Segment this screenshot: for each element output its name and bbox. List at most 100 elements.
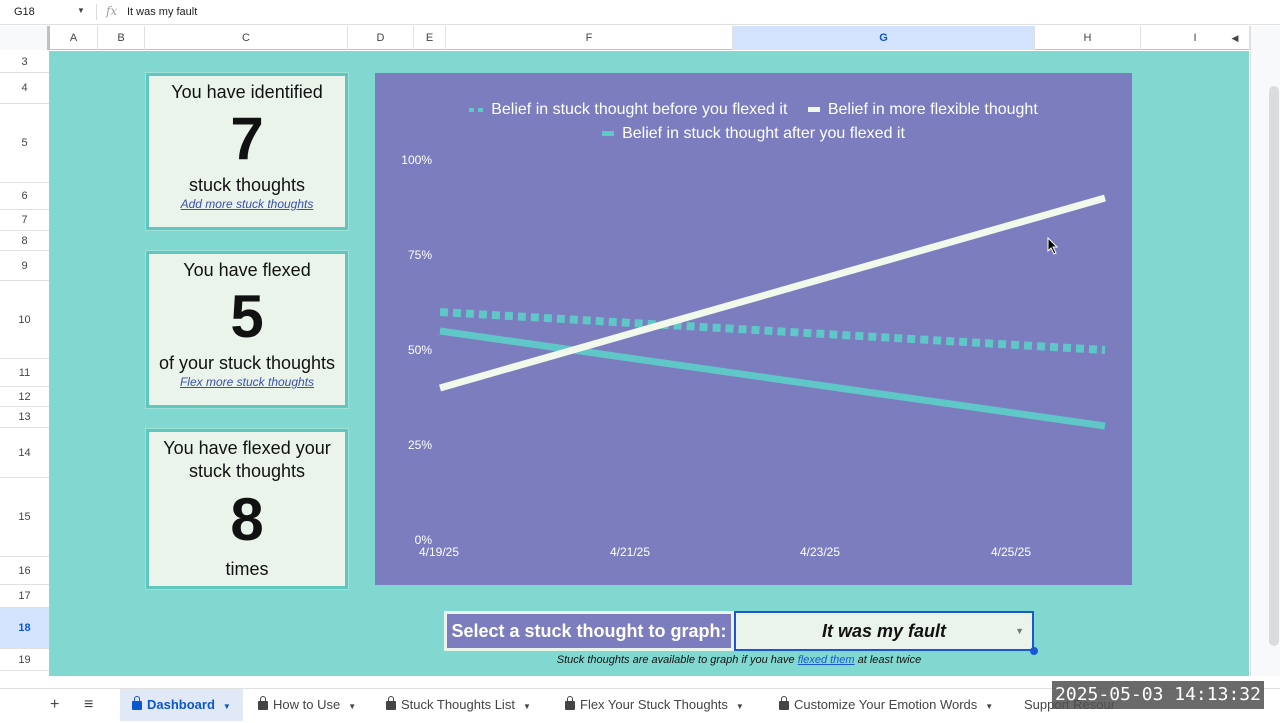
- row-header-11[interactable]: 11: [0, 359, 49, 387]
- column-header-b[interactable]: B: [98, 26, 145, 50]
- divider: [96, 4, 97, 20]
- series-line-1[interactable]: [439, 194, 1106, 392]
- belief-line-chart[interactable]: Belief in stuck thought before you flexe…: [375, 73, 1132, 585]
- column-header-i[interactable]: I: [1141, 26, 1250, 50]
- lock-icon: [565, 696, 575, 710]
- chevron-down-icon[interactable]: ▼: [522, 702, 531, 711]
- lock-icon: [258, 696, 268, 710]
- card-number: 7: [230, 105, 264, 172]
- x-tick: 4/23/25: [799, 545, 841, 559]
- add-sheet-button[interactable]: +: [50, 696, 60, 713]
- legend-item-flexible: Belief in more flexible thought: [807, 99, 1038, 121]
- row-header-8[interactable]: 8: [0, 231, 49, 251]
- dashboard-sheet[interactable]: You have identified 7 stuck thoughts Add…: [50, 51, 1249, 676]
- y-tick-100: 100%: [401, 153, 432, 167]
- function-icon: fx: [106, 4, 118, 18]
- row-header-17[interactable]: 17: [0, 585, 49, 608]
- white-line-swatch-icon: [807, 107, 820, 112]
- column-header-d[interactable]: D: [348, 26, 414, 50]
- formula-bar: G18 ▼ fx It was my fault: [0, 0, 1280, 25]
- column-header-a[interactable]: A: [50, 26, 98, 50]
- selector-hint: Stuck thoughts are available to graph if…: [556, 654, 922, 666]
- card-subtitle: of your stuck thoughts: [158, 353, 336, 373]
- card-title: You have identified: [171, 82, 323, 102]
- series-line-0[interactable]: [439, 308, 1106, 354]
- y-tick-50: 50%: [407, 343, 432, 357]
- column-header-f[interactable]: F: [446, 26, 733, 50]
- row-header-3[interactable]: 3: [0, 51, 49, 73]
- sheet-tab-how-to-use[interactable]: How to Use ▼: [246, 689, 368, 721]
- flexed-them-link[interactable]: flexed them: [797, 654, 855, 666]
- selector-label: Select a stuck thought to graph:: [444, 611, 734, 651]
- column-header-c[interactable]: C: [145, 26, 348, 50]
- card-number: 5: [230, 283, 264, 350]
- sheet-tab-stuck-thoughts-list[interactable]: Stuck Thoughts List ▼: [374, 689, 543, 721]
- chevron-down-icon[interactable]: ▼: [735, 702, 744, 711]
- chevron-down-icon[interactable]: ▼: [1015, 626, 1024, 636]
- name-box[interactable]: G18: [14, 6, 35, 18]
- x-tick: 4/19/25: [418, 545, 460, 559]
- row-header-9[interactable]: 9: [0, 251, 49, 281]
- card-title: You have flexed your stuck thoughts: [163, 438, 331, 481]
- dropdown-value: It was my fault: [821, 621, 947, 641]
- fill-handle[interactable]: [1030, 647, 1038, 655]
- card-title: You have flexed: [183, 260, 311, 280]
- legend-item-after: Belief in stuck thought after you flexed…: [602, 123, 905, 145]
- chart-legend: Belief in stuck thought before you flexe…: [375, 97, 1132, 145]
- row-header-12[interactable]: 12: [0, 387, 49, 407]
- column-header-h[interactable]: H: [1035, 26, 1141, 50]
- card-subtitle: stuck thoughts: [188, 175, 306, 195]
- row-header-16[interactable]: 16: [0, 557, 49, 585]
- chevron-down-icon[interactable]: ▼: [348, 702, 357, 711]
- formula-input[interactable]: It was my fault: [127, 6, 198, 18]
- row-header-15[interactable]: 15: [0, 478, 49, 557]
- chevron-down-icon[interactable]: ▼: [77, 6, 85, 15]
- stat-card-times: You have flexed your stuck thoughts 8 ti…: [146, 429, 348, 589]
- column-header-e[interactable]: E: [414, 26, 446, 50]
- sheet-tab-flex-your-stuck-thoughts[interactable]: Flex Your Stuck Thoughts ▼: [553, 689, 756, 721]
- stuck-thought-dropdown[interactable]: It was my fault ▼: [734, 611, 1034, 651]
- chart-plot-area: [439, 194, 1106, 430]
- stat-card-flexed: You have flexed 5 of your stuck thoughts…: [146, 251, 348, 408]
- timestamp-overlay: 2025-05-03 14:13:32: [1052, 681, 1264, 709]
- teal-line-swatch-icon: [602, 131, 615, 136]
- select-all-corner[interactable]: [0, 26, 50, 50]
- row-header-14[interactable]: 14: [0, 428, 49, 478]
- chevron-down-icon[interactable]: ▼: [222, 702, 231, 711]
- column-header-g[interactable]: G: [733, 26, 1035, 50]
- sheet-tab-dashboard[interactable]: Dashboard ▼: [120, 689, 243, 721]
- y-tick-25: 25%: [407, 438, 432, 452]
- row-header-5[interactable]: 5: [0, 104, 49, 183]
- card-number: 8: [230, 486, 264, 553]
- row-header-6[interactable]: 6: [0, 183, 49, 210]
- y-tick-0: 0%: [414, 533, 432, 547]
- y-tick-75: 75%: [407, 248, 432, 262]
- all-sheets-menu-button[interactable]: ≡: [84, 696, 94, 713]
- row-header-4[interactable]: 4: [0, 73, 49, 104]
- mouse-cursor-icon: [1047, 237, 1059, 255]
- row-header-7[interactable]: 7: [0, 210, 49, 231]
- vertical-scrollbar[interactable]: [1250, 26, 1280, 676]
- dotted-line-swatch-icon: [469, 108, 484, 112]
- legend-item-before: Belief in stuck thought before you flexe…: [469, 99, 787, 121]
- scrollbar-thumb[interactable]: [1269, 86, 1279, 646]
- flex-more-stuck-thoughts-link[interactable]: Flex more stuck thoughts: [179, 375, 315, 389]
- sheet-tab-customize-your-emotion-words[interactable]: Customize Your Emotion Words ▼: [767, 689, 1005, 721]
- collapse-arrow-icon[interactable]: ◀: [1231, 33, 1239, 43]
- card-subtitle: times: [225, 559, 269, 579]
- lock-icon: [779, 696, 789, 710]
- row-header-19[interactable]: 19: [0, 649, 49, 671]
- stat-card-identified: You have identified 7 stuck thoughts Add…: [146, 73, 348, 230]
- chevron-down-icon[interactable]: ▼: [985, 702, 994, 711]
- lock-icon: [132, 696, 142, 710]
- row-header-18[interactable]: 18: [0, 608, 49, 649]
- x-tick: 4/21/25: [609, 545, 651, 559]
- lock-icon: [386, 696, 396, 710]
- row-header-10[interactable]: 10: [0, 281, 49, 359]
- row-headers: 3 4 5 6 7 8 9 10 11 12 13 14 15 16 17 18 19: [0, 51, 50, 676]
- row-header-13[interactable]: 13: [0, 407, 49, 428]
- x-tick: 4/25/25: [990, 545, 1032, 559]
- series-line-2[interactable]: [439, 327, 1106, 430]
- add-more-stuck-thoughts-link[interactable]: Add more stuck thoughts: [180, 197, 314, 211]
